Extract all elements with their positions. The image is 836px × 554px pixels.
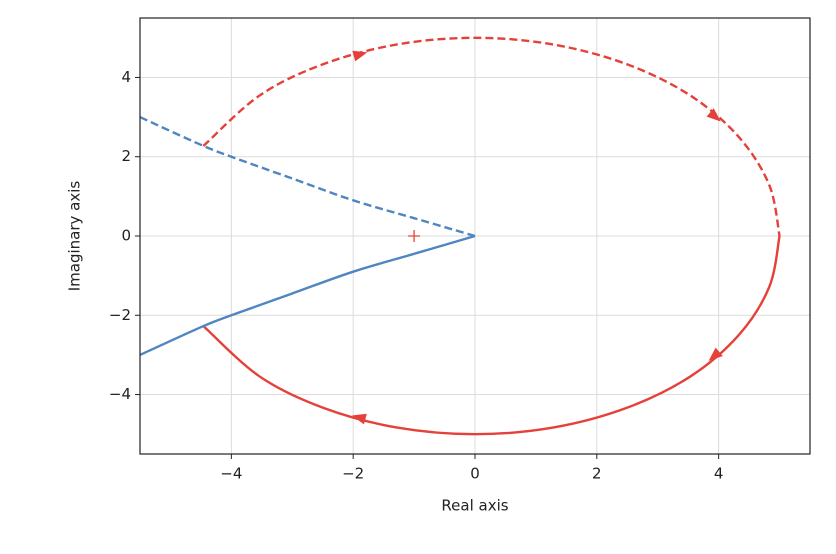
- point-marker: [408, 230, 421, 242]
- x-tick-label: −2: [342, 465, 364, 483]
- x-tick-label: −4: [220, 465, 242, 483]
- x-axis-label: Real axis: [441, 497, 508, 515]
- curve: [140, 234, 476, 357]
- direction-arrow: [708, 347, 723, 361]
- curve: [202, 36, 781, 237]
- y-axis-label: Imaginary axis: [66, 181, 84, 292]
- curve: [140, 115, 476, 238]
- y-tick-label: −2: [109, 306, 131, 324]
- x-tick-label: 4: [714, 465, 724, 483]
- x-tick-label: 0: [470, 465, 480, 483]
- direction-arrow: [352, 50, 368, 62]
- curve: [202, 235, 781, 436]
- y-tick-label: −4: [109, 385, 131, 403]
- y-tick-label: 0: [121, 227, 131, 245]
- direction-arrow: [706, 108, 721, 122]
- y-tick-label: 2: [121, 147, 131, 165]
- y-tick-label: 4: [121, 68, 131, 86]
- x-tick-label: 2: [592, 465, 602, 483]
- plot-frame: [139, 17, 811, 455]
- direction-arrow: [351, 413, 367, 425]
